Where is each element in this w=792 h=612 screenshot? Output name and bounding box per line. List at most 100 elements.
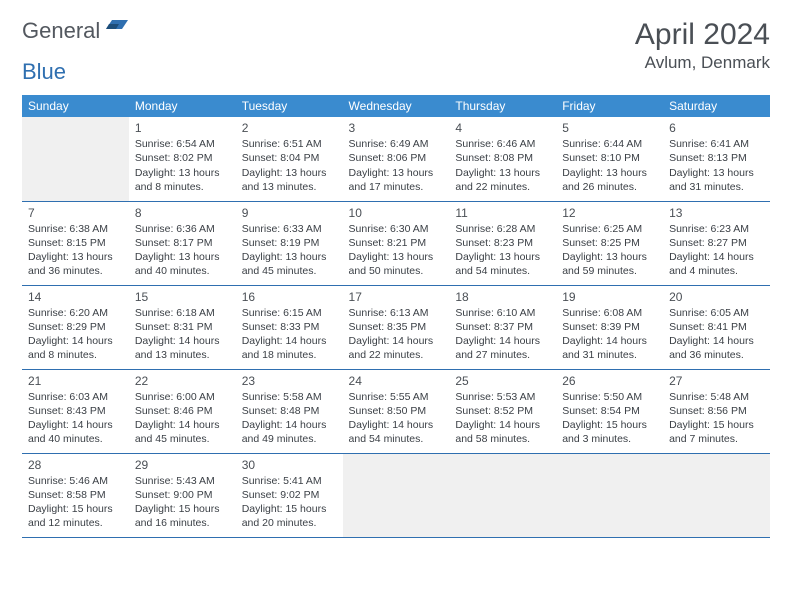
calendar-day-cell: 14Sunrise: 6:20 AMSunset: 8:29 PMDayligh… bbox=[22, 285, 129, 369]
sunset-line: Sunset: 8:37 PM bbox=[455, 320, 550, 334]
day-number: 7 bbox=[28, 205, 123, 221]
sunrise-line: Sunrise: 6:05 AM bbox=[669, 306, 764, 320]
calendar-table: Sunday Monday Tuesday Wednesday Thursday… bbox=[22, 95, 770, 538]
daylight-line: Daylight: 14 hours and 13 minutes. bbox=[135, 334, 230, 362]
sunset-line: Sunset: 8:08 PM bbox=[455, 151, 550, 165]
sunrise-line: Sunrise: 5:41 AM bbox=[242, 474, 337, 488]
calendar-day-cell: 17Sunrise: 6:13 AMSunset: 8:35 PMDayligh… bbox=[343, 285, 450, 369]
sunset-line: Sunset: 8:19 PM bbox=[242, 236, 337, 250]
daylight-line: Daylight: 13 hours and 31 minutes. bbox=[669, 166, 764, 194]
daylight-line: Daylight: 14 hours and 58 minutes. bbox=[455, 418, 550, 446]
calendar-day-cell: 27Sunrise: 5:48 AMSunset: 8:56 PMDayligh… bbox=[663, 369, 770, 453]
sunset-line: Sunset: 8:35 PM bbox=[349, 320, 444, 334]
day-number: 18 bbox=[455, 289, 550, 305]
day-number: 8 bbox=[135, 205, 230, 221]
sunrise-line: Sunrise: 5:43 AM bbox=[135, 474, 230, 488]
calendar-day-cell bbox=[556, 453, 663, 537]
calendar-day-cell: 23Sunrise: 5:58 AMSunset: 8:48 PMDayligh… bbox=[236, 369, 343, 453]
daylight-line: Daylight: 13 hours and 26 minutes. bbox=[562, 166, 657, 194]
calendar-day-cell bbox=[449, 453, 556, 537]
day-header: Saturday bbox=[663, 95, 770, 117]
calendar-day-cell: 4Sunrise: 6:46 AMSunset: 8:08 PMDaylight… bbox=[449, 117, 556, 201]
daylight-line: Daylight: 13 hours and 50 minutes. bbox=[349, 250, 444, 278]
sunset-line: Sunset: 8:48 PM bbox=[242, 404, 337, 418]
day-number: 22 bbox=[135, 373, 230, 389]
daylight-line: Daylight: 13 hours and 45 minutes. bbox=[242, 250, 337, 278]
calendar-day-cell: 30Sunrise: 5:41 AMSunset: 9:02 PMDayligh… bbox=[236, 453, 343, 537]
sunset-line: Sunset: 8:33 PM bbox=[242, 320, 337, 334]
sunrise-line: Sunrise: 6:25 AM bbox=[562, 222, 657, 236]
day-number: 13 bbox=[669, 205, 764, 221]
sunset-line: Sunset: 8:54 PM bbox=[562, 404, 657, 418]
sunrise-line: Sunrise: 6:36 AM bbox=[135, 222, 230, 236]
daylight-line: Daylight: 14 hours and 45 minutes. bbox=[135, 418, 230, 446]
sunrise-line: Sunrise: 6:44 AM bbox=[562, 137, 657, 151]
daylight-line: Daylight: 13 hours and 22 minutes. bbox=[455, 166, 550, 194]
daylight-line: Daylight: 14 hours and 31 minutes. bbox=[562, 334, 657, 362]
daylight-line: Daylight: 15 hours and 16 minutes. bbox=[135, 502, 230, 530]
sunrise-line: Sunrise: 5:53 AM bbox=[455, 390, 550, 404]
month-title: April 2024 bbox=[635, 18, 770, 51]
calendar-week-row: 21Sunrise: 6:03 AMSunset: 8:43 PMDayligh… bbox=[22, 369, 770, 453]
logo-text-general: General bbox=[22, 18, 100, 44]
sunrise-line: Sunrise: 6:20 AM bbox=[28, 306, 123, 320]
calendar-day-cell: 29Sunrise: 5:43 AMSunset: 9:00 PMDayligh… bbox=[129, 453, 236, 537]
sunrise-line: Sunrise: 6:54 AM bbox=[135, 137, 230, 151]
calendar-week-row: 14Sunrise: 6:20 AMSunset: 8:29 PMDayligh… bbox=[22, 285, 770, 369]
daylight-line: Daylight: 15 hours and 20 minutes. bbox=[242, 502, 337, 530]
calendar-day-cell: 22Sunrise: 6:00 AMSunset: 8:46 PMDayligh… bbox=[129, 369, 236, 453]
calendar-day-cell: 19Sunrise: 6:08 AMSunset: 8:39 PMDayligh… bbox=[556, 285, 663, 369]
day-number: 27 bbox=[669, 373, 764, 389]
day-number: 5 bbox=[562, 120, 657, 136]
sunset-line: Sunset: 8:27 PM bbox=[669, 236, 764, 250]
sunrise-line: Sunrise: 5:48 AM bbox=[669, 390, 764, 404]
daylight-line: Daylight: 14 hours and 4 minutes. bbox=[669, 250, 764, 278]
day-number: 25 bbox=[455, 373, 550, 389]
day-number: 19 bbox=[562, 289, 657, 305]
sunrise-line: Sunrise: 6:51 AM bbox=[242, 137, 337, 151]
day-number: 9 bbox=[242, 205, 337, 221]
daylight-line: Daylight: 14 hours and 40 minutes. bbox=[28, 418, 123, 446]
sunset-line: Sunset: 8:17 PM bbox=[135, 236, 230, 250]
day-number: 21 bbox=[28, 373, 123, 389]
sunset-line: Sunset: 8:29 PM bbox=[28, 320, 123, 334]
calendar-day-cell: 3Sunrise: 6:49 AMSunset: 8:06 PMDaylight… bbox=[343, 117, 450, 201]
daylight-line: Daylight: 13 hours and 59 minutes. bbox=[562, 250, 657, 278]
sunrise-line: Sunrise: 5:58 AM bbox=[242, 390, 337, 404]
calendar-day-cell: 8Sunrise: 6:36 AMSunset: 8:17 PMDaylight… bbox=[129, 201, 236, 285]
day-header: Monday bbox=[129, 95, 236, 117]
day-number: 2 bbox=[242, 120, 337, 136]
day-number: 30 bbox=[242, 457, 337, 473]
sunrise-line: Sunrise: 6:46 AM bbox=[455, 137, 550, 151]
logo-flag-icon bbox=[106, 15, 128, 34]
day-number: 17 bbox=[349, 289, 444, 305]
calendar-day-cell: 11Sunrise: 6:28 AMSunset: 8:23 PMDayligh… bbox=[449, 201, 556, 285]
sunrise-line: Sunrise: 6:00 AM bbox=[135, 390, 230, 404]
sunset-line: Sunset: 8:02 PM bbox=[135, 151, 230, 165]
sunset-line: Sunset: 8:50 PM bbox=[349, 404, 444, 418]
calendar-day-cell: 18Sunrise: 6:10 AMSunset: 8:37 PMDayligh… bbox=[449, 285, 556, 369]
day-number: 29 bbox=[135, 457, 230, 473]
sunset-line: Sunset: 8:46 PM bbox=[135, 404, 230, 418]
daylight-line: Daylight: 14 hours and 36 minutes. bbox=[669, 334, 764, 362]
calendar-day-cell: 6Sunrise: 6:41 AMSunset: 8:13 PMDaylight… bbox=[663, 117, 770, 201]
daylight-line: Daylight: 13 hours and 8 minutes. bbox=[135, 166, 230, 194]
calendar-day-cell: 16Sunrise: 6:15 AMSunset: 8:33 PMDayligh… bbox=[236, 285, 343, 369]
calendar-day-cell: 28Sunrise: 5:46 AMSunset: 8:58 PMDayligh… bbox=[22, 453, 129, 537]
calendar-day-cell: 9Sunrise: 6:33 AMSunset: 8:19 PMDaylight… bbox=[236, 201, 343, 285]
calendar-day-cell: 10Sunrise: 6:30 AMSunset: 8:21 PMDayligh… bbox=[343, 201, 450, 285]
sunset-line: Sunset: 9:00 PM bbox=[135, 488, 230, 502]
daylight-line: Daylight: 15 hours and 7 minutes. bbox=[669, 418, 764, 446]
calendar-day-cell: 2Sunrise: 6:51 AMSunset: 8:04 PMDaylight… bbox=[236, 117, 343, 201]
sunset-line: Sunset: 8:31 PM bbox=[135, 320, 230, 334]
day-header-row: Sunday Monday Tuesday Wednesday Thursday… bbox=[22, 95, 770, 117]
day-number: 10 bbox=[349, 205, 444, 221]
calendar-day-cell bbox=[343, 453, 450, 537]
daylight-line: Daylight: 14 hours and 54 minutes. bbox=[349, 418, 444, 446]
calendar-week-row: 1Sunrise: 6:54 AMSunset: 8:02 PMDaylight… bbox=[22, 117, 770, 201]
logo-text-blue: Blue bbox=[22, 59, 66, 84]
sunrise-line: Sunrise: 6:15 AM bbox=[242, 306, 337, 320]
calendar-week-row: 7Sunrise: 6:38 AMSunset: 8:15 PMDaylight… bbox=[22, 201, 770, 285]
sunrise-line: Sunrise: 6:38 AM bbox=[28, 222, 123, 236]
daylight-line: Daylight: 13 hours and 17 minutes. bbox=[349, 166, 444, 194]
